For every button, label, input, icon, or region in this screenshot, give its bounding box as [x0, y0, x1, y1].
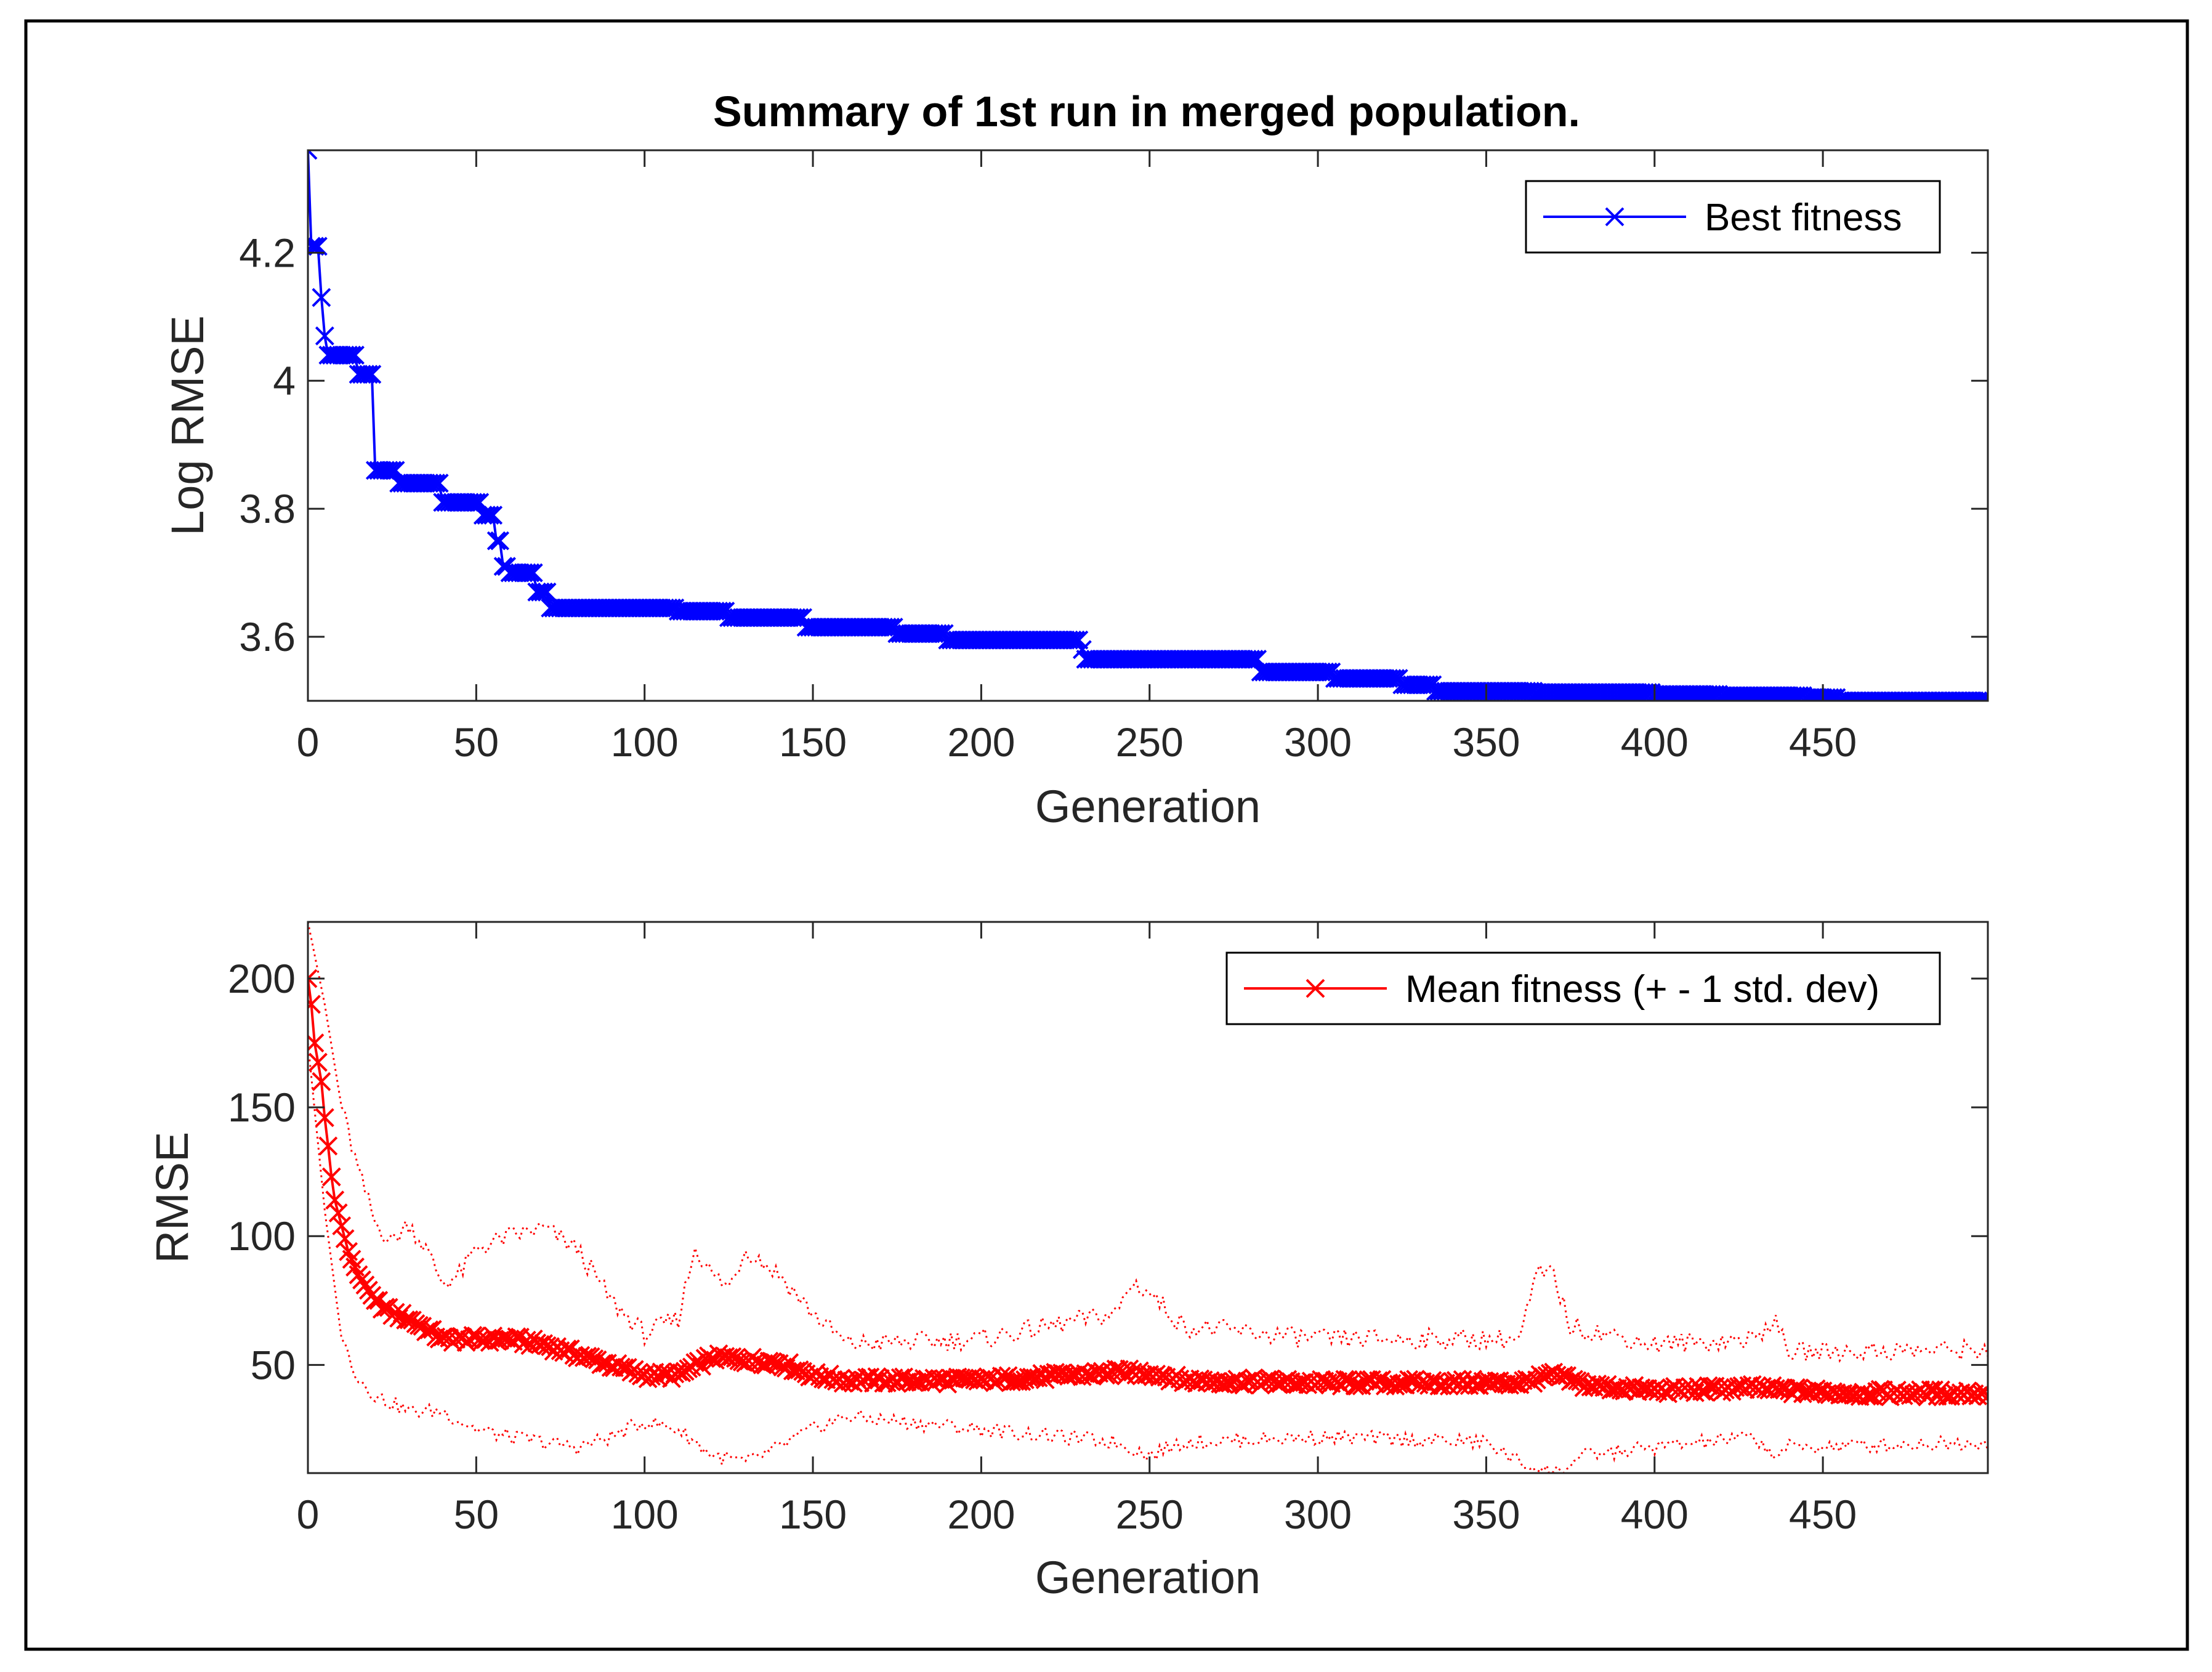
best-fitness-marker [308, 150, 318, 160]
x-axis-label: Generation [1035, 1552, 1261, 1603]
x-tick-label: 400 [1621, 1492, 1689, 1537]
x-tick-label: 50 [454, 1492, 499, 1537]
mean-fitness-marker [1857, 1386, 1876, 1406]
legend: Mean fitness (+ - 1 std. dev) [1225, 951, 1941, 1025]
y-axis-label: Log RMSE [162, 315, 213, 536]
mean-fitness-markers [308, 969, 1988, 1407]
x-tick-label: 250 [1116, 1492, 1184, 1537]
mean-fitness-marker [1009, 1371, 1028, 1391]
x-tick-label: 100 [611, 719, 679, 765]
figure-frame [24, 19, 2189, 1651]
x-tick-label: 450 [1789, 1492, 1857, 1537]
mean-fitness-marker [1335, 1370, 1355, 1389]
best-fitness-line [308, 150, 1988, 701]
x-tick-label: 300 [1284, 719, 1352, 765]
mean-fitness-marker [1106, 1359, 1126, 1379]
mean-fitness-marker [308, 995, 321, 1014]
x-tick-label: 150 [779, 719, 847, 765]
mean-fitness-marker [318, 1136, 338, 1156]
x-tick-label: 350 [1452, 1492, 1520, 1537]
mean-fitness-marker [1924, 1380, 1944, 1400]
mean-fitness-marker [355, 1275, 375, 1295]
mean-fitness-marker [321, 1167, 341, 1187]
mean-fitness-marker [1345, 1376, 1365, 1395]
mean-fitness-marker [1230, 1374, 1250, 1394]
mean-fitness-marker [1527, 1370, 1546, 1390]
mean-fitness-marker [308, 1033, 325, 1052]
mean-fitness-marker [315, 1108, 334, 1128]
mean-fitness-marker [308, 1052, 328, 1072]
mean-fitness-marker [352, 1270, 371, 1290]
x-tick-label: 0 [297, 719, 320, 765]
y-tick-label: 3.8 [239, 486, 296, 531]
mean-fitness-marker [874, 1373, 894, 1393]
x-tick-label: 200 [947, 719, 1015, 765]
chart-bottom: 0 50 100 150 200 250 300 350 400 450 50 100 150 200 Ge… [147, 921, 1989, 1603]
mean-fitness-marker [365, 1291, 385, 1311]
mean-fitness-marker [1698, 1376, 1718, 1395]
best-fitness-marker [1978, 691, 1988, 701]
legend: Best fitness [1525, 180, 1941, 254]
y-tick-label: 50 [251, 1342, 296, 1387]
mean-fitness-marker [1571, 1372, 1590, 1391]
y-tick-label: 3.6 [239, 614, 296, 660]
x-tick-label: 250 [1116, 719, 1184, 765]
best-fitness-marker [1975, 691, 1988, 701]
mean-fitness-marker [385, 1302, 405, 1322]
y-axis-label: RMSE [147, 1132, 198, 1264]
x-axis-label: Generation [1035, 781, 1261, 832]
mean-fitness-marker [396, 1311, 415, 1330]
legend-label: Mean fitness (+ - 1 std. dev) [1405, 968, 1879, 1011]
plot-content [308, 150, 1988, 701]
x-tick-label: 450 [1789, 719, 1857, 765]
axes-box [307, 921, 1989, 1474]
mean-fitness-marker [1978, 1387, 1988, 1406]
mean-fitness-marker [328, 1203, 348, 1223]
mean-fitness-marker [763, 1352, 782, 1371]
y-tick-label: 150 [228, 1084, 296, 1130]
mean-fitness-marker [1257, 1370, 1277, 1389]
x-tick-label: 400 [1621, 719, 1689, 765]
mean-fitness-marker [1406, 1370, 1426, 1389]
x-tick-label: 50 [454, 719, 499, 765]
x-tick-label: 200 [947, 1492, 1015, 1537]
x-tick-label: 300 [1284, 1492, 1352, 1537]
y-tick-label: 100 [228, 1213, 296, 1259]
plot-content [308, 922, 1988, 1473]
x-tick-label: 150 [779, 1492, 847, 1537]
mean-fitness-marker [325, 1190, 345, 1210]
std-lower-line [308, 1043, 1988, 1473]
mean-fitness-marker [332, 1216, 352, 1235]
y-tick-label: 4 [273, 358, 296, 403]
mean-fitness-marker [1682, 1378, 1701, 1397]
mean-fitness-marker [578, 1346, 597, 1366]
mean-fitness-marker [1564, 1370, 1583, 1389]
mean-fitness-marker [349, 1265, 368, 1285]
x-tick-label: 100 [611, 1492, 679, 1537]
legend-marker [1306, 979, 1325, 998]
mean-fitness-marker [1096, 1365, 1116, 1385]
x-tick-label: 0 [297, 1492, 320, 1537]
legend-label: Best fitness [1705, 196, 1902, 239]
std-upper-line [308, 922, 1988, 1363]
mean-fitness-marker [308, 969, 318, 988]
y-tick-label: 4.2 [239, 230, 296, 275]
mean-fitness-marker [312, 1072, 331, 1091]
best-fitness-marker [1971, 691, 1988, 701]
x-tick-label: 350 [1452, 719, 1520, 765]
mean-fitness-marker [335, 1229, 355, 1248]
chart-top: 0 50 100 150 200 250 300 350 400 450 3.6 3.8 4 4.2 Gen… [162, 149, 1989, 832]
mean-fitness-marker [1661, 1378, 1681, 1397]
y-tick-label: 200 [228, 956, 296, 1001]
figure-title: Summary of 1st run in merged population. [713, 87, 1580, 135]
axes-box [307, 149, 1989, 702]
legend-marker [1605, 207, 1625, 227]
